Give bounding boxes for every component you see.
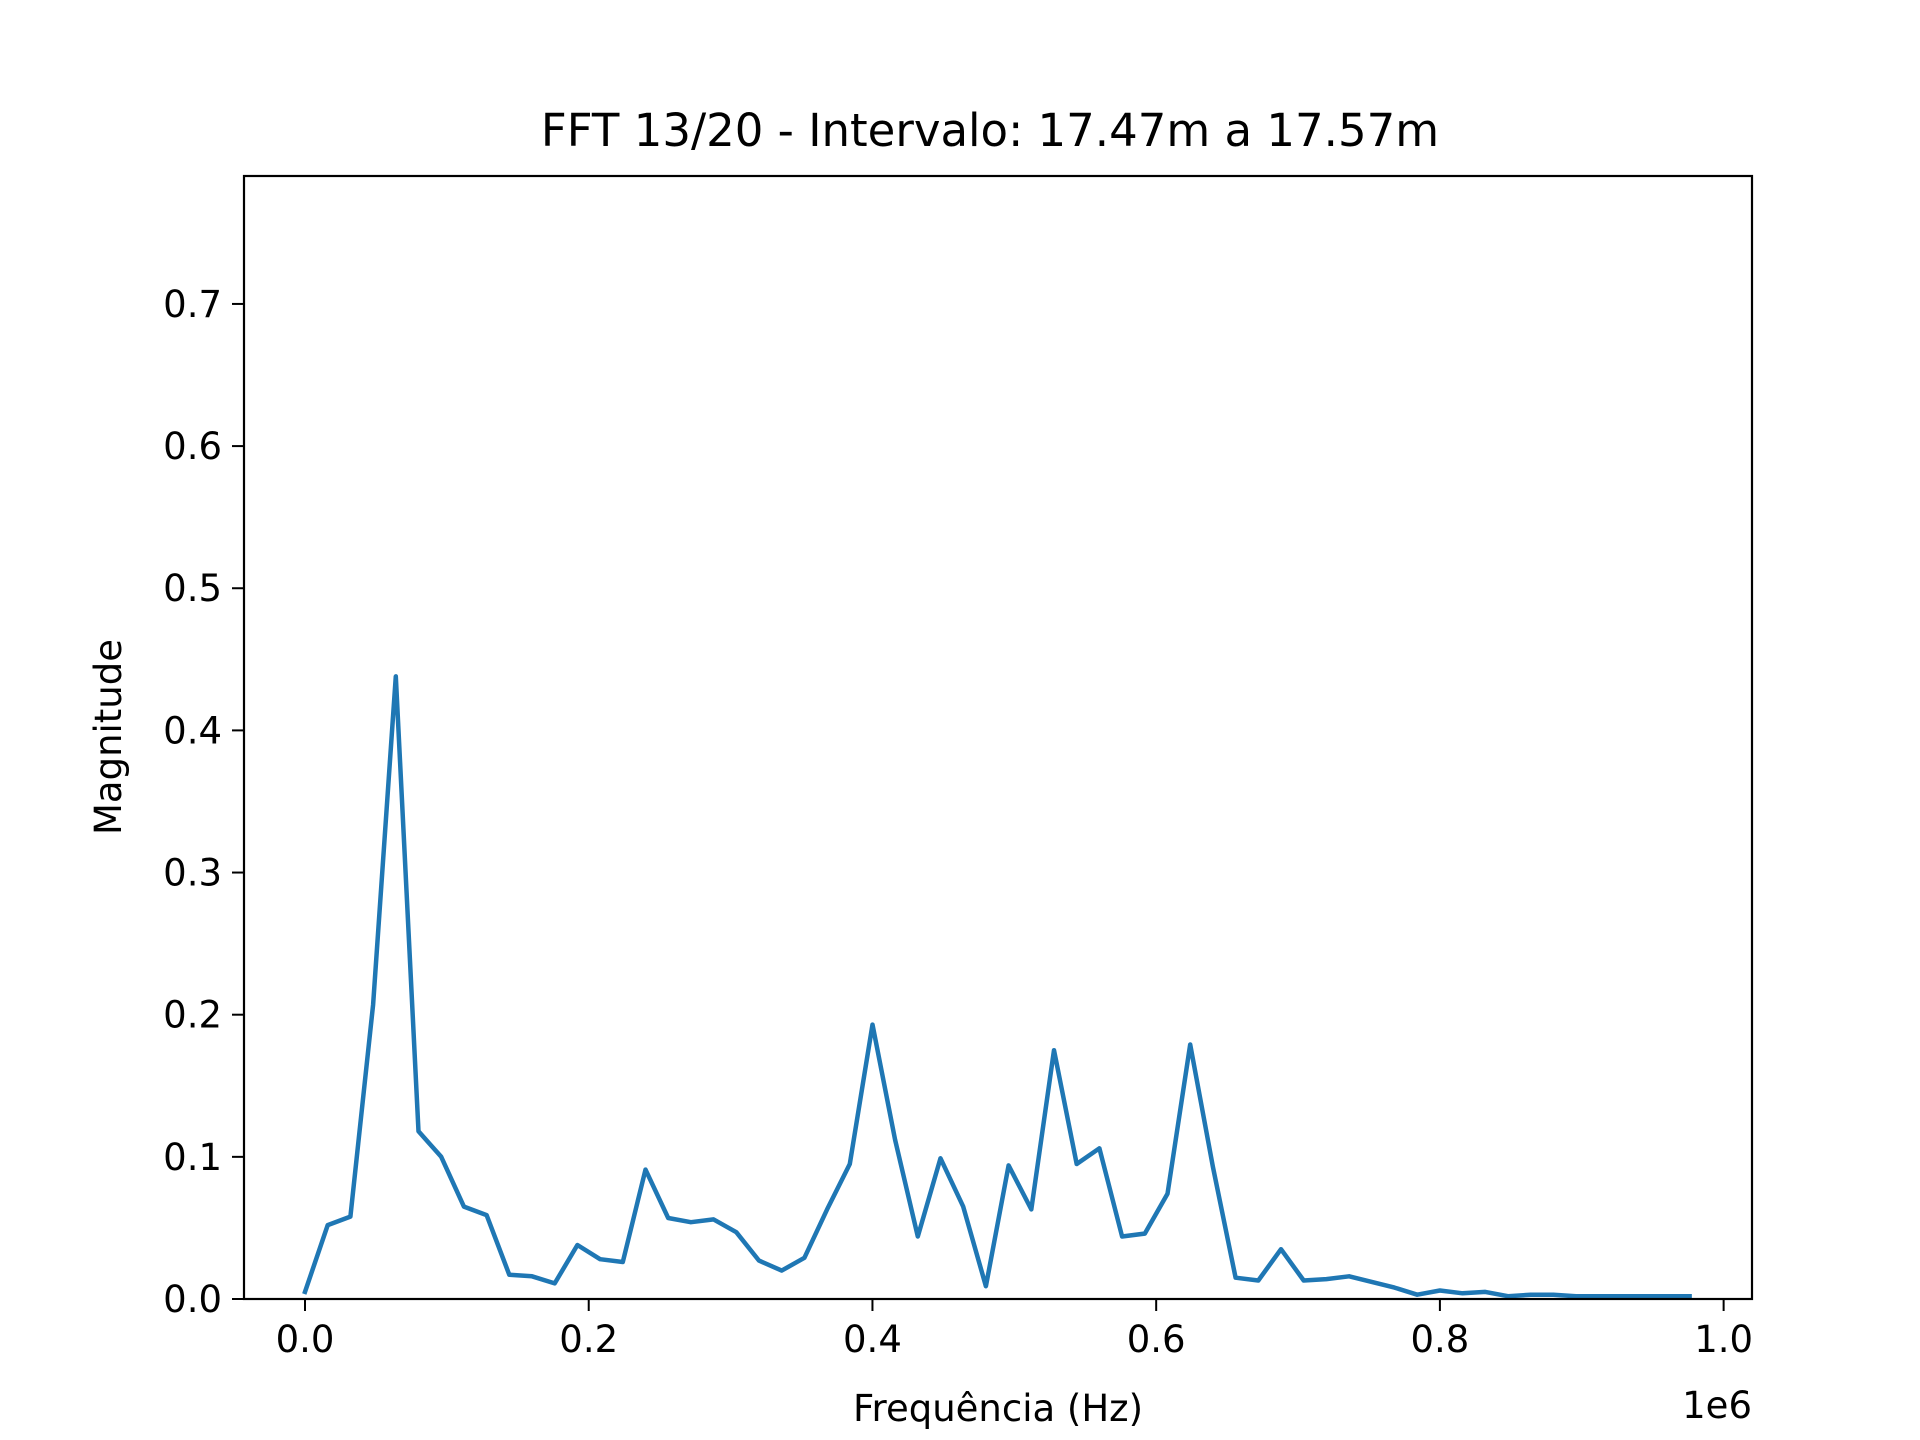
y-tick-label: 0.1 [163,1136,222,1179]
y-tick-label: 0.4 [163,709,222,752]
x-tick-label: 0.4 [843,1318,902,1361]
y-axis-label: Magnitude [87,639,130,835]
y-tick-label: 0.5 [163,567,222,610]
plot-area-frame [242,174,1754,1301]
x-tick-label: 1.0 [1694,1318,1753,1361]
x-axis-ticks: 0.0 0.2 0.4 0.6 0.8 1.0 [276,1299,1753,1361]
x-tick-label: 0.2 [559,1318,618,1361]
y-tick-label: 0.6 [163,425,222,468]
chart-title: FFT 13/20 - Intervalo: 17.47m a 17.57m [541,104,1439,157]
x-tick-label: 0.8 [1410,1318,1469,1361]
y-tick-label: 0.0 [163,1278,222,1321]
series-group [302,674,1692,1299]
y-tick-label: 0.7 [163,283,222,326]
y-axis-ticks: 0.0 0.1 0.2 0.3 0.4 0.5 0.6 0.7 [163,283,244,1321]
x-axis-label: Frequência (Hz) [853,1387,1143,1430]
x-tick-label: 0.6 [1127,1318,1186,1361]
x-axis-offset-label: 1e6 [1682,1384,1752,1427]
y-tick-label: 0.2 [163,994,222,1037]
y-tick-label: 0.3 [163,852,222,895]
x-tick-label: 0.0 [276,1318,335,1361]
series-line [302,674,1692,1299]
